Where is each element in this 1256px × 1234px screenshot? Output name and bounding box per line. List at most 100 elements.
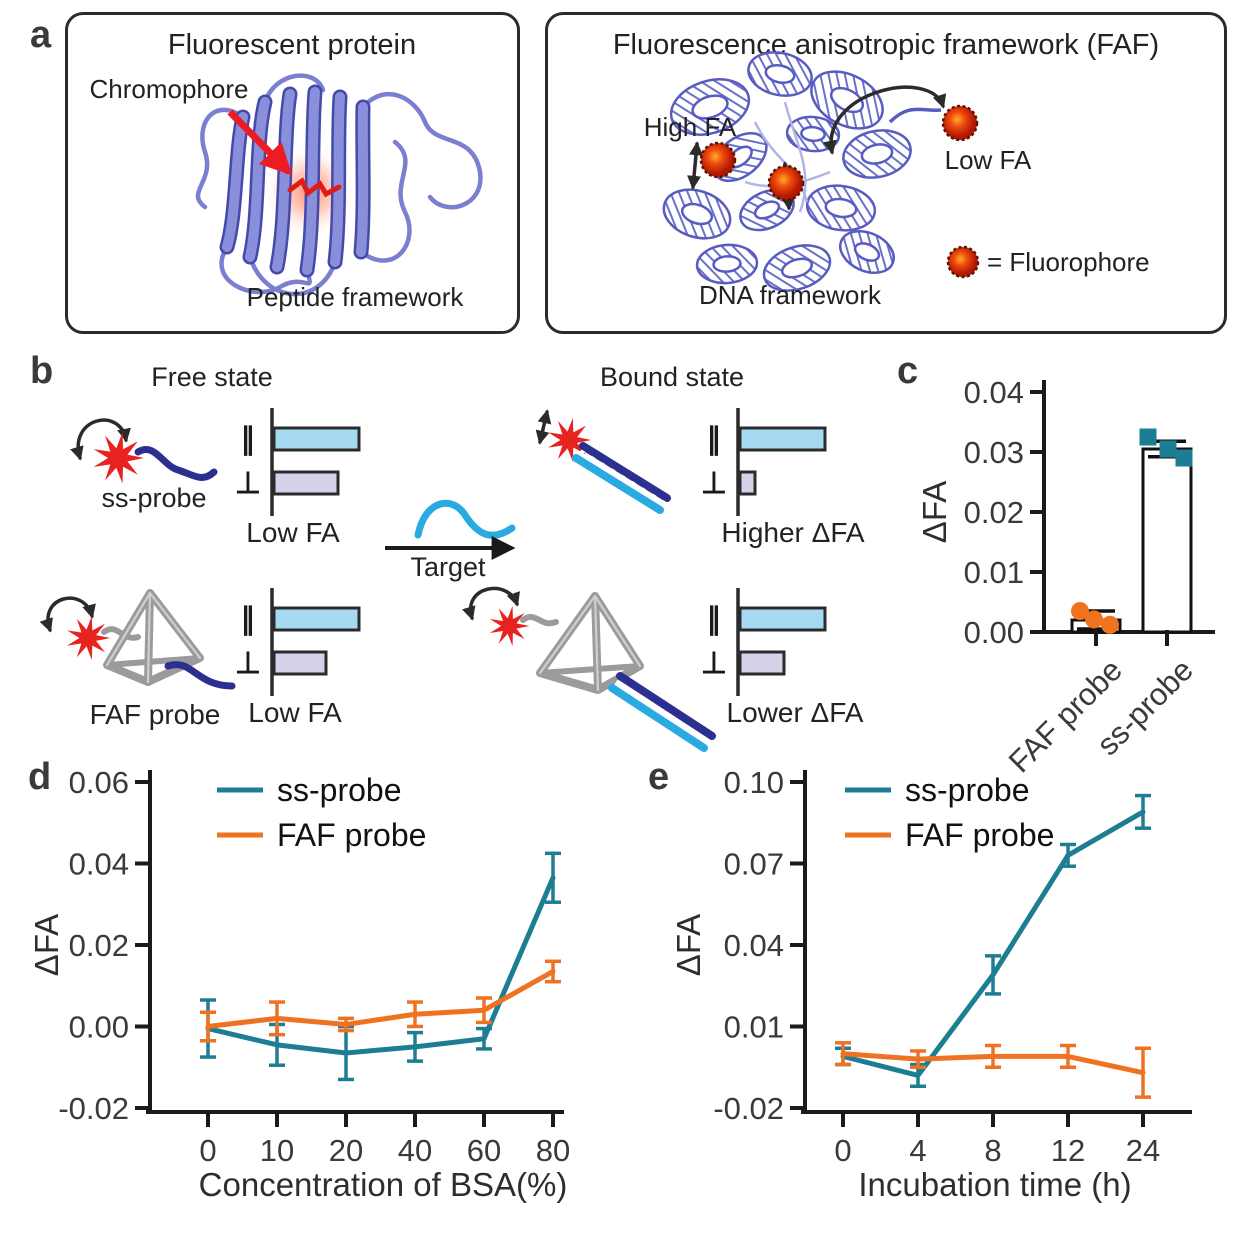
tether-strand (101, 626, 141, 641)
x-axis-label: Incubation time (h) (858, 1166, 1131, 1203)
data-point (1159, 440, 1177, 458)
high-fa-label: High FA (644, 112, 737, 142)
parallel-bar (272, 426, 361, 452)
dna-ring (669, 78, 751, 136)
y-tick-label: 0.04 (69, 847, 129, 882)
fluorophore-icon (699, 141, 737, 179)
dna-ring (805, 184, 877, 232)
x-tick-label: 20 (329, 1133, 363, 1168)
data-point (1085, 610, 1103, 629)
perpendicular-bar (738, 470, 757, 496)
y-tick-label: 0.00 (964, 615, 1024, 650)
fa-mini-chart: ∥ ⊥ Low FA (235, 588, 361, 728)
fluorophore-icon (767, 164, 805, 202)
y-tick-label: 0.04 (724, 928, 784, 963)
chromophore-graphic (287, 177, 342, 198)
tetrahedron-icon (103, 589, 204, 686)
parallel-bar (272, 606, 361, 632)
y-tick-label: 0.02 (69, 928, 129, 963)
faf-probe-label: FAF probe (90, 699, 221, 730)
rotation-arrow-icon (822, 85, 947, 155)
duplex-icon (572, 442, 671, 514)
fa-caption: Low FA (248, 697, 342, 728)
x-tick-label: 60 (467, 1133, 501, 1168)
dna-ring (695, 243, 759, 285)
y-axis-label: ΔFA (916, 481, 953, 543)
fa-caption: Lower ΔFA (727, 697, 864, 728)
data-line (205, 875, 556, 1056)
fa-caption: Low FA (246, 517, 340, 548)
parallel-bar (738, 426, 827, 452)
faf-box-title: Fluorescence anisotropic framework (FAF) (613, 29, 1159, 61)
fa-mini-chart: ∥ ⊥ Low FA (235, 408, 361, 548)
x-tick-label: 80 (536, 1133, 570, 1168)
y-tick-label: 0.02 (964, 495, 1024, 530)
ss-probe-label: ss-probe (101, 483, 206, 513)
fluorophore-legend-icon (946, 245, 980, 279)
fa-mini-chart: ∥ ⊥Lower ΔFA (701, 588, 864, 728)
panel-c-label: c (897, 350, 919, 392)
y-tick-label: 0.04 (964, 375, 1024, 410)
rotation-arrow-icon (70, 418, 131, 461)
fa-caption: Higher ΔFA (721, 517, 865, 548)
y-tick-label: 0.01 (964, 555, 1024, 590)
rotation-arrow-icon (39, 596, 96, 633)
fluorophore-star-icon (489, 605, 530, 647)
dna-ring (662, 188, 732, 240)
fluorophore-star-icon (93, 432, 144, 484)
dna-ring (747, 51, 813, 97)
x-tick-label: 24 (1126, 1133, 1160, 1168)
y-tick-label: -0.02 (713, 1091, 784, 1126)
x-tick-label: 12 (1051, 1133, 1085, 1168)
rotation-arrow-icon (461, 586, 520, 621)
bar-ss-probe (1141, 447, 1193, 634)
data-point (1139, 428, 1157, 446)
x-tick-label: 40 (398, 1133, 432, 1168)
series-ss-probe (200, 851, 561, 1082)
y-axis-label: ΔFA (670, 914, 707, 976)
protein-ribbon-graphic (195, 73, 483, 297)
data-point (1175, 449, 1193, 467)
protein-box-title: Fluorescent protein (168, 29, 416, 61)
parallel-symbol: ∥ (707, 603, 722, 636)
tetrahedron-icon (536, 592, 644, 694)
fluorophore-star-icon (548, 418, 592, 462)
target-strand-icon (414, 499, 516, 539)
ssdna-strand (164, 661, 236, 690)
dna-tail-strand (888, 107, 942, 124)
peptide-framework-caption: Peptide framework (247, 282, 465, 312)
y-tick-label: 0.00 (69, 1010, 129, 1045)
x-tick-label: 0 (834, 1133, 851, 1168)
data-point (1101, 615, 1119, 634)
panel-b-label: b (30, 350, 54, 392)
parallel-symbol: ∥ (707, 423, 722, 456)
ssdna-strand (134, 446, 218, 481)
series-ss-probe (835, 793, 1151, 1089)
free-state-title: Free state (151, 362, 273, 392)
perpendicular-symbol: ⊥ (701, 467, 727, 500)
data-line (840, 809, 1146, 1078)
chromophore-label: Chromophore (90, 74, 249, 104)
dna-ring (842, 129, 912, 179)
perpendicular-bar (272, 650, 328, 676)
x-tick-label: 8 (984, 1133, 1001, 1168)
perpendicular-symbol: ⊥ (701, 647, 727, 680)
bound-state-title: Bound state (600, 362, 744, 392)
fa-mini-chart: ∥ ⊥ Higher ΔFA (701, 408, 865, 548)
y-tick-label: -0.02 (58, 1091, 129, 1126)
data-point (1071, 602, 1089, 620)
chromophore-arrow (227, 109, 293, 176)
fluorophore-star-icon (67, 616, 111, 660)
target-label: Target (410, 552, 486, 582)
parallel-bar (738, 606, 827, 632)
tether-strand (520, 613, 559, 627)
chart-bsa-line: -0.02 0.00 0.02 0.04 0.06 0 10 20 40 60 80Concentr… (28, 765, 570, 1203)
y-tick-label: 0.06 (69, 765, 129, 800)
legend-label: ss-probe (277, 772, 402, 808)
series-FAF probe (200, 959, 561, 1043)
fluorophore-icon (941, 104, 979, 142)
x-axis-label: Concentration of BSA(%) (199, 1166, 568, 1203)
faf-illustration: Fluorescence anisotropic framework (FAF)… (613, 29, 1159, 310)
